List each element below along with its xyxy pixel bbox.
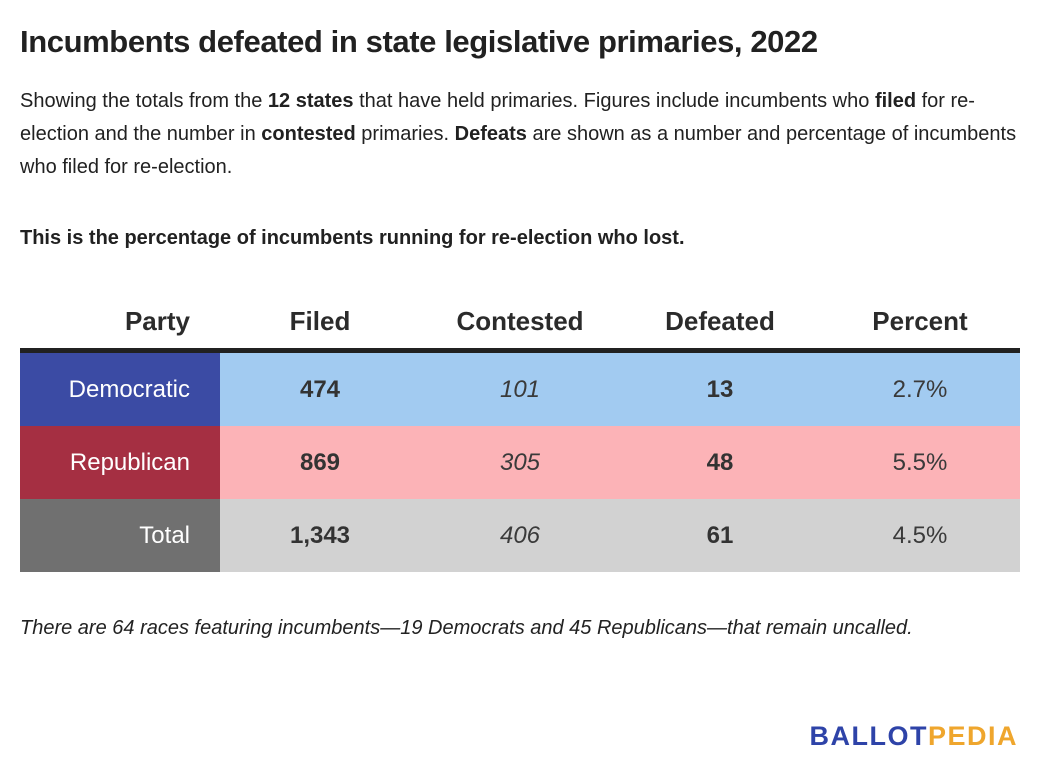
column-header-party: Party — [124, 305, 190, 336]
intro-segment-bold: 12 states — [267, 90, 354, 112]
intro-segment: for re-election and the number in — [20, 90, 975, 145]
party-cell: Democratic — [20, 353, 220, 426]
results-table: Party Filed Contested Defeated Percent D… — [20, 294, 1020, 572]
intro-segment-bold: Defeats — [454, 123, 527, 145]
defeated-cell: 48 — [706, 448, 734, 476]
ballotpedia-logo: BALLOTPEDIA — [809, 721, 1018, 752]
intro-segment-bold: filed — [874, 90, 917, 112]
filed-cell: 869 — [299, 448, 341, 476]
column-header-defeated: Defeated — [665, 305, 775, 336]
defeated-cell: 13 — [706, 375, 734, 403]
column-header-contested: Contested — [456, 305, 584, 336]
contested-cell: 406 — [499, 521, 541, 549]
table-row-republican: Republican 869 305 48 5.5% — [20, 426, 1020, 499]
intro-segment: that have held primaries. Figures includ… — [353, 90, 875, 112]
percent-cell: 4.5% — [892, 521, 948, 549]
intro-segment: primaries. — [355, 123, 455, 145]
intro-segment: are shown as a number and percentage of … — [20, 123, 1017, 178]
infographic: Incumbents defeated in state legislative… — [0, 24, 1040, 644]
defeated-cell: 61 — [706, 521, 734, 549]
intro-segment-bold: contested — [261, 123, 356, 145]
table-row-democratic: Democratic 474 101 13 2.7% — [20, 353, 1020, 426]
filed-cell: 1,343 — [289, 521, 351, 549]
footnote: There are 64 races featuring incumbents—… — [20, 617, 913, 639]
intro-segment: Showing the totals from the — [20, 90, 268, 112]
percent-cell: 5.5% — [892, 448, 948, 476]
table-row-total: Total 1,343 406 61 4.5% — [20, 499, 1020, 572]
contested-cell: 305 — [499, 448, 541, 476]
column-header-filed: Filed — [289, 305, 351, 336]
percent-cell: 2.7% — [892, 375, 948, 403]
column-header-percent: Percent — [872, 305, 968, 336]
party-cell: Republican — [20, 426, 220, 499]
page-title: Incumbents defeated in state legislative… — [20, 24, 818, 59]
logo-text-ballot: BALLOT — [809, 721, 928, 751]
intro-text: Showing the totals from the 12 states th… — [20, 85, 1020, 184]
table-header-row: Party Filed Contested Defeated Percent — [20, 294, 1020, 348]
table-body: Democratic 474 101 13 2.7% Republican 86… — [20, 348, 1020, 572]
logo-text-pedia: PEDIA — [927, 721, 1018, 751]
party-cell: Total — [20, 499, 220, 572]
filed-cell: 474 — [299, 375, 341, 403]
contested-cell: 101 — [499, 375, 541, 403]
highlight-text: This is the percentage of incumbents run… — [20, 227, 685, 249]
